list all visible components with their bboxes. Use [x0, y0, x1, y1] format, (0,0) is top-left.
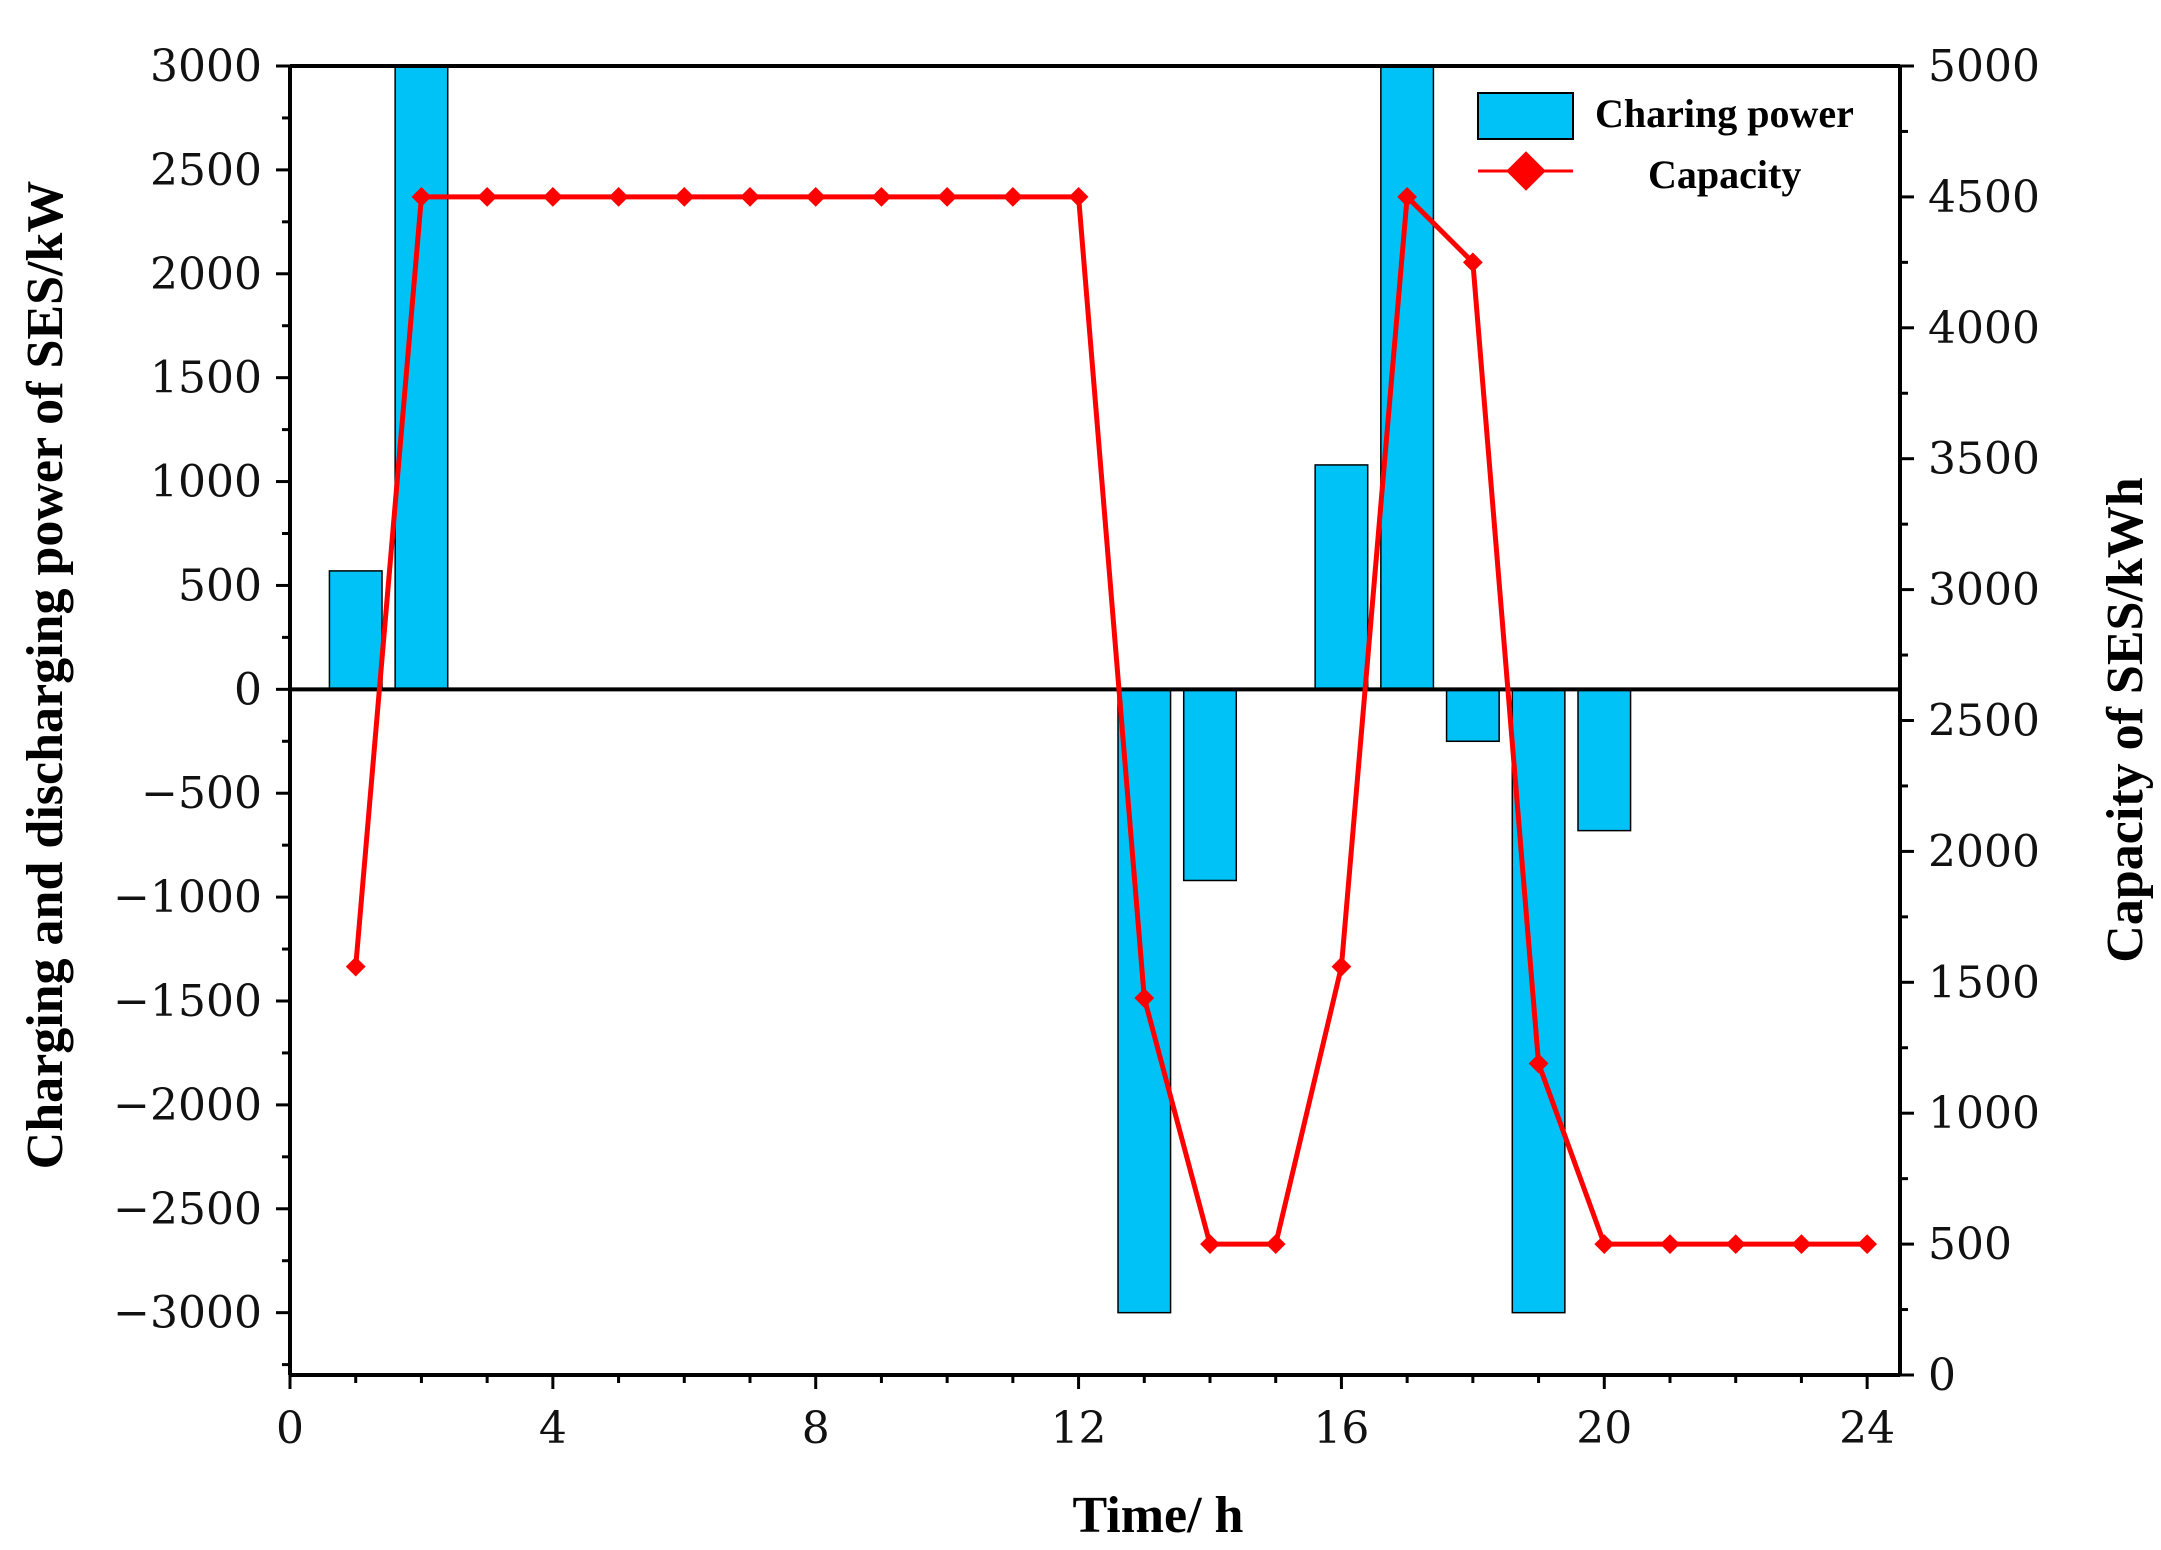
capacity-point [345, 956, 366, 977]
capacity-point [805, 187, 826, 207]
right-tick-label: 4000 [1928, 303, 2040, 354]
capacity-point [1594, 1234, 1615, 1254]
capacity-line [353, 194, 1868, 1247]
capacity-point [1331, 956, 1352, 977]
capacity-point [1134, 988, 1155, 1008]
left-tick-label: 2500 [150, 145, 262, 196]
legend-label-charging-power: Charing power [1595, 91, 1854, 136]
right-y-axis-title: Capacity of SES/kWh [2097, 477, 2154, 963]
capacity-point [608, 187, 629, 207]
left-tick-label: 1500 [150, 353, 262, 404]
power-bar [1182, 688, 1238, 882]
x-axis-title: Time/ h [1073, 1487, 1244, 1544]
left-tick-label: −500 [141, 768, 262, 819]
capacity-point [477, 187, 498, 207]
capacity-point [1660, 1234, 1680, 1254]
left-tick-label: −3000 [113, 1288, 262, 1339]
power-bar [1314, 464, 1369, 691]
right-tick-label: 1000 [1928, 1088, 2040, 1139]
capacity-point [1462, 252, 1483, 273]
capacity-point [937, 187, 958, 207]
legend-bar-swatch [1477, 92, 1574, 140]
x-tick-label: 4 [539, 1403, 567, 1454]
capacity-line-layer [345, 187, 1878, 1254]
capacity-point [1068, 187, 1089, 207]
capacity-point [740, 187, 760, 207]
capacity-point [1725, 1234, 1746, 1254]
legend-label-capacity: Capacity [1648, 152, 1801, 197]
x-axis: 0 4 8 12 16 20 24 [276, 1373, 1900, 1454]
left-tick-label: −1000 [113, 872, 262, 923]
capacity-point [1397, 187, 1418, 207]
right-tick-label: 3500 [1928, 434, 2040, 485]
capacity-point [674, 187, 695, 207]
right-tick-label: 4500 [1928, 172, 2040, 223]
left-tick-label: 2000 [150, 249, 262, 300]
right-tick-label: 500 [1928, 1219, 2012, 1270]
x-tick-label: 16 [1313, 1403, 1369, 1454]
plot-frame [290, 64, 1900, 692]
x-tick-label: 12 [1051, 1403, 1107, 1454]
x-tick-label: 8 [802, 1403, 830, 1454]
right-tick-label: 5000 [1928, 41, 2040, 92]
capacity-point [1791, 1234, 1812, 1254]
capacity-point [1528, 1053, 1549, 1074]
power-bar [1380, 65, 1435, 691]
left-tick-label: 3000 [150, 41, 262, 92]
x-tick-label: 0 [276, 1403, 304, 1454]
right-tick-label: 1500 [1928, 957, 2040, 1008]
left-tick-label: 1000 [150, 457, 262, 508]
right-tick-label: 2500 [1928, 696, 2040, 747]
capacity-point [871, 187, 892, 207]
left-tick-label: −2000 [113, 1080, 262, 1131]
capacity-point [411, 187, 432, 207]
right-tick-label: 3000 [1928, 565, 2040, 616]
x-tick-label: 20 [1576, 1403, 1632, 1454]
left-y-axis: 3000 2500 2000 1500 1000 500 0 −500 −1000 −1500 −2… [113, 41, 292, 1375]
left-tick-label: −1500 [113, 976, 262, 1027]
left-y-axis-title: Charging and discharging power of SES/kW [17, 181, 74, 1170]
power-bar [1511, 688, 1566, 1314]
capacity-point [542, 187, 563, 207]
left-tick-label: −2500 [113, 1184, 262, 1235]
power-bar [328, 570, 383, 691]
capacity-point [1002, 187, 1023, 207]
right-tick-label: 0 [1928, 1350, 1956, 1401]
legend-diamond-marker [1506, 151, 1546, 191]
left-tick-label: 500 [178, 560, 262, 611]
capacity-point [1265, 1234, 1286, 1254]
right-tick-label: 2000 [1928, 826, 2040, 877]
capacity-point [1200, 1234, 1220, 1254]
x-tick-label: 24 [1839, 1403, 1895, 1454]
power-bar [394, 65, 449, 691]
power-bar [1577, 688, 1632, 832]
capacity-point [1857, 1234, 1878, 1254]
legend: Charing power Capacity [1477, 91, 1854, 197]
power-bar [1445, 688, 1500, 743]
left-tick-label: 0 [234, 664, 262, 715]
